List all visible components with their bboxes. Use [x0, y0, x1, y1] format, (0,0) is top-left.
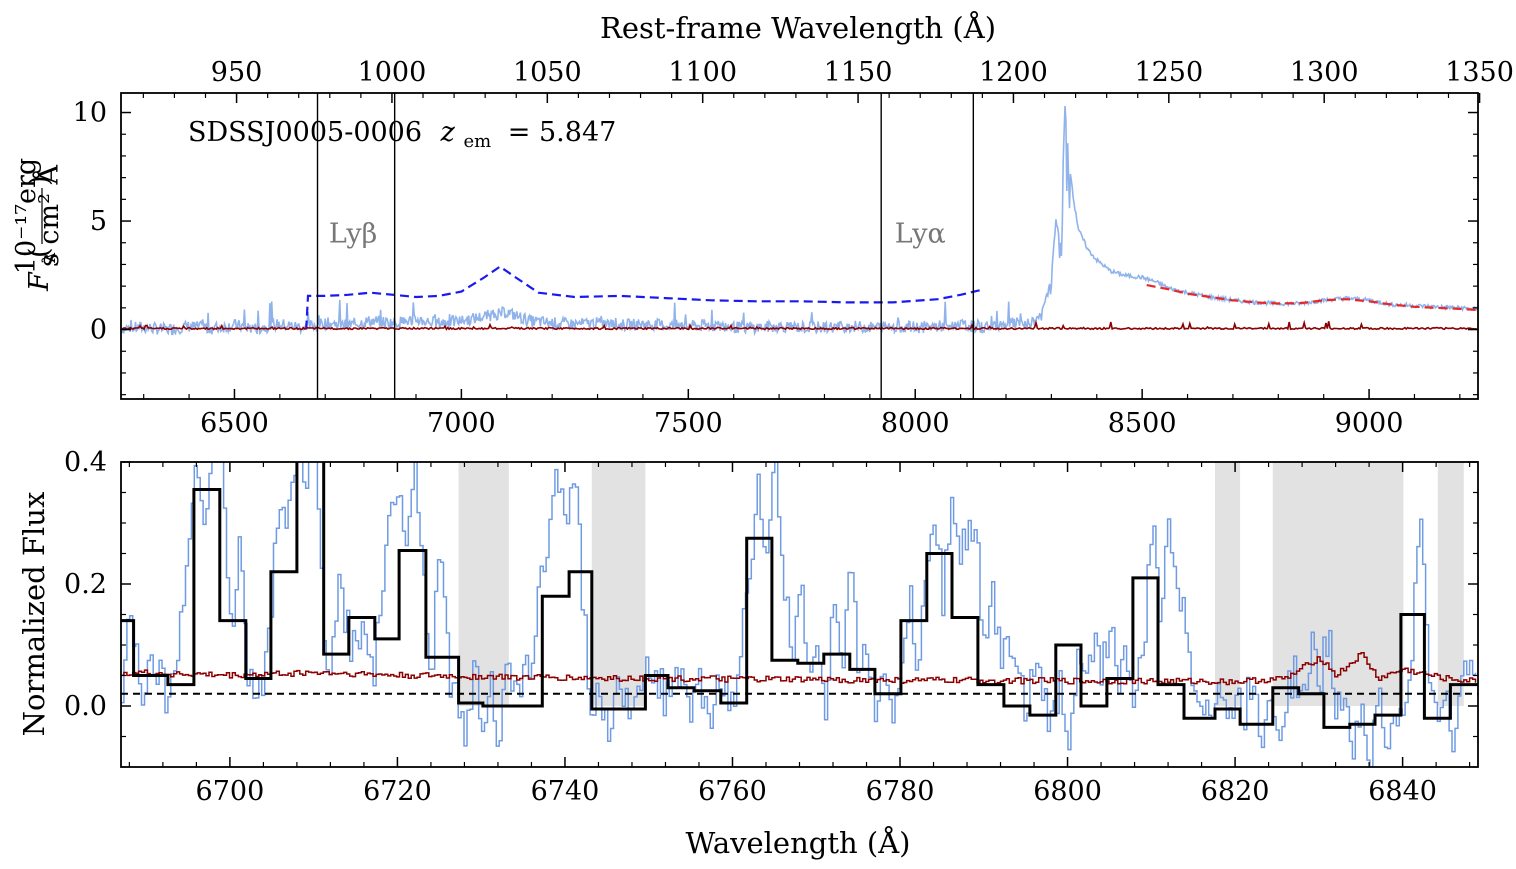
- line-label: Lyβ: [329, 219, 377, 250]
- top-rest-frame-xlabel: Rest-frame Wavelength (Å): [600, 10, 996, 45]
- masked-region: [1214, 462, 1241, 706]
- top-xtick-label: 9000: [1335, 408, 1404, 439]
- ylabel-denominator: s cm² Å: [32, 164, 65, 267]
- object-name: SDSSJ0005-0006: [188, 117, 422, 148]
- bottom-xtick-label: 6840: [1368, 776, 1437, 807]
- top-rest-tick-label: 1050: [513, 57, 582, 88]
- top-rest-tick-label: 1200: [979, 57, 1048, 88]
- bottom-axes: 6700 6720 6740 6760 6780 6800 6820 6840 0.0 0.2 0.…: [64, 447, 1478, 807]
- top-ytick-label: 5: [90, 206, 107, 237]
- top-continuum-series: [305, 265, 984, 330]
- top-ytick-label: 10: [73, 98, 107, 129]
- z-subscript: em: [463, 131, 491, 152]
- bottom-error-series: [121, 652, 1477, 686]
- top-xtick-label: 7000: [427, 408, 496, 439]
- bottom-ytick-label: 0.2: [64, 569, 107, 600]
- line-label: Lyα: [895, 219, 946, 250]
- bottom-ytick-label: 0.4: [64, 447, 107, 478]
- bottom-xtick-label: 6700: [196, 776, 265, 807]
- top-frame: [120, 92, 1479, 400]
- top-ytick-label: 0: [90, 315, 107, 346]
- bottom-xtick-label: 6800: [1033, 776, 1102, 807]
- top-rest-tick-label: 1000: [358, 57, 427, 88]
- ylabel-symbol: F: [24, 271, 55, 292]
- top-rest-tick-label: 1250: [1134, 57, 1203, 88]
- top-rest-tick-label: 1300: [1290, 57, 1359, 88]
- ylabel-paren-open: (: [24, 247, 55, 258]
- bottom-xtick-label: 6760: [698, 776, 767, 807]
- masked-region: [458, 462, 509, 706]
- bottom-xtick-label: 6820: [1201, 776, 1270, 807]
- top-axes: Lyβ Lyα 6500 7000 7500 8000 8500 9000 0 5 10 950 100…: [73, 57, 1514, 439]
- bottom-ylabel: Normalized Flux: [17, 492, 51, 737]
- top-plot-area: [121, 93, 1478, 399]
- top-panel: Lyβ Lyα 6500 7000 7500 8000 8500 9000 0 5 10 950 100…: [11, 10, 1514, 439]
- ylabel-sub: λ: [39, 252, 60, 263]
- top-rest-tick-label: 1100: [668, 57, 737, 88]
- top-rest-tick-label: 950: [211, 57, 263, 88]
- masked-region: [1272, 462, 1404, 706]
- top-xtick-label: 6500: [200, 408, 269, 439]
- bottom-xlabel: Wavelength (Å): [686, 825, 911, 860]
- bottom-ytick-label: 0.0: [64, 691, 107, 722]
- z-symbol: z: [440, 117, 456, 148]
- top-continuum-fit-series: [1146, 284, 1478, 312]
- masked-region: [1437, 462, 1464, 706]
- bottom-flux-series: [121, 462, 1477, 767]
- top-xtick-label: 7500: [654, 408, 723, 439]
- svg-text:F λ: F λ: [24, 252, 60, 292]
- ylabel-numerator: 10⁻¹⁷erg: [11, 158, 42, 274]
- top-error-series: [121, 319, 1478, 331]
- masked-region: [591, 462, 646, 706]
- bottom-xtick-label: 6720: [363, 776, 432, 807]
- bottom-binned-series: [121, 462, 1478, 729]
- top-xtick-label: 8500: [1108, 408, 1177, 439]
- top-ylabel: F λ ( 10⁻¹⁷erg s cm² Å ): [11, 158, 65, 292]
- top-xtick-label: 8000: [881, 408, 950, 439]
- bottom-xtick-label: 6740: [531, 776, 600, 807]
- bottom-plot-area: [121, 462, 1478, 767]
- bottom-xtick-label: 6780: [866, 776, 935, 807]
- ylabel-paren-close: ): [24, 175, 55, 186]
- top-rest-tick-label: 1350: [1445, 57, 1514, 88]
- top-annotation: SDSSJ0005-0006 z em = 5.847: [188, 117, 616, 154]
- top-rest-tick-label: 1150: [824, 57, 893, 88]
- bottom-panel: 6700 6720 6740 6760 6780 6800 6820 6840 0.0 0.2 0.…: [17, 447, 1479, 860]
- z-value: = 5.847: [508, 117, 617, 148]
